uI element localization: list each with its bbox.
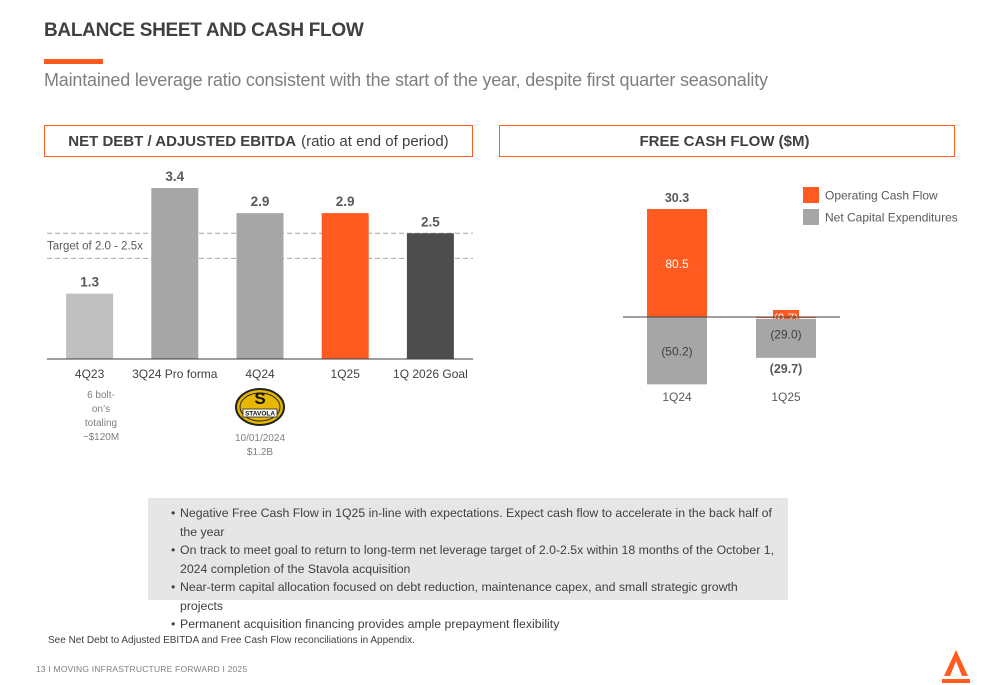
fcf-panel-title: FREE CASH FLOW ($M) (639, 132, 810, 150)
company-logo (942, 650, 970, 683)
operating-cash-flow-bar (647, 209, 707, 317)
fcf-chart: 80.5(50.2)30.31Q24(0.7)(29.0)(29.7)1Q25O… (623, 187, 958, 404)
key-points-list: Negative Free Cash Flow in 1Q25 in-line … (170, 504, 778, 634)
leverage-panel-subtitle: (ratio at end of period) (301, 132, 449, 150)
acquisition-date: 10/01/2024 (234, 433, 286, 444)
net-capex-label: (50.2) (661, 345, 692, 359)
key-point: Negative Free Cash Flow in 1Q25 in-line … (171, 504, 778, 541)
legend-swatch (803, 209, 819, 225)
acquisition-note: 10/01/2024 $1.2B (226, 432, 294, 460)
key-point: On track to meet goal to return to long-… (171, 541, 778, 578)
bolt-on-note-line: on’s (91, 404, 111, 415)
footnote: See Net Debt to Adjusted EBITDA and Free… (48, 635, 415, 646)
leverage-bar-value: 2.9 (336, 194, 355, 209)
bolt-on-note-line: 6 bolt- (87, 390, 115, 401)
leverage-category-label: 4Q24 (245, 367, 275, 381)
fcf-category-label: 1Q24 (662, 390, 692, 404)
fcf-category-label: 1Q25 (771, 390, 801, 404)
stavola-logo: S STAVOLA (235, 388, 285, 426)
leverage-category-label: 1Q25 (331, 367, 361, 381)
leverage-bar (321, 213, 369, 359)
leverage-category-label: 4Q23 (75, 367, 105, 381)
net-capex-bar (756, 318, 816, 358)
bolt-on-note: 6 bolt- on’s totaling ~$120M (78, 389, 124, 445)
leverage-panel-title: NET DEBT / ADJUSTED EBITDA (68, 132, 297, 150)
leverage-bar-value: 2.9 (251, 194, 270, 209)
net-capex-label: (29.0) (770, 327, 801, 341)
page-footer: 13 I MOVING INFRASTRUCTURE FORWARD I 202… (36, 664, 248, 674)
leverage-bar (66, 293, 114, 359)
fcf-panel-header: FREE CASH FLOW ($M) (499, 125, 955, 157)
operating-cash-flow-label: 80.5 (665, 257, 689, 271)
leverage-category-label: 3Q24 Pro forma (132, 367, 218, 381)
key-point: Near-term capital allocation focused on … (171, 578, 778, 615)
free-cash-flow-total: (29.7) (770, 362, 803, 376)
page-subtitle: Maintained leverage ratio consistent wit… (44, 70, 768, 90)
key-points-box: Negative Free Cash Flow in 1Q25 in-line … (148, 498, 788, 633)
page-title: BALANCE SHEET AND CASH FLOW (44, 20, 364, 41)
bolt-on-note-line: ~$120M (82, 432, 120, 443)
legend-label: Operating Cash Flow (825, 189, 938, 203)
leverage-bar-value: 1.3 (80, 275, 99, 290)
acquisition-value: $1.2B (246, 447, 274, 458)
svg-text:S: S (254, 389, 265, 408)
leverage-chart: Target of 2.0 - 2.5x 1.3 4Q23 3.4 3Q24 Pro f… (47, 169, 473, 381)
target-band-label: Target of 2.0 - 2.5x (47, 240, 143, 252)
legend-label: Net Capital Expenditures (825, 211, 958, 225)
legend-swatch (803, 187, 819, 203)
bolt-on-note-line: totaling (84, 418, 118, 429)
leverage-bar-value: 2.5 (421, 214, 440, 229)
leverage-category-label: 1Q 2026 Goal (393, 367, 468, 381)
stavola-logo-text: STAVOLA (245, 411, 275, 418)
key-point: Permanent acquisition financing provides… (171, 615, 778, 634)
leverage-bar (236, 213, 284, 359)
leverage-panel-header: NET DEBT / ADJUSTED EBITDA (ratio at end… (44, 125, 473, 157)
title-accent-bar (44, 59, 103, 64)
free-cash-flow-total: 30.3 (665, 191, 689, 205)
leverage-bar (406, 233, 454, 359)
leverage-bar (151, 188, 199, 359)
leverage-bar-value: 3.4 (165, 169, 184, 184)
net-capex-bar (647, 317, 707, 385)
